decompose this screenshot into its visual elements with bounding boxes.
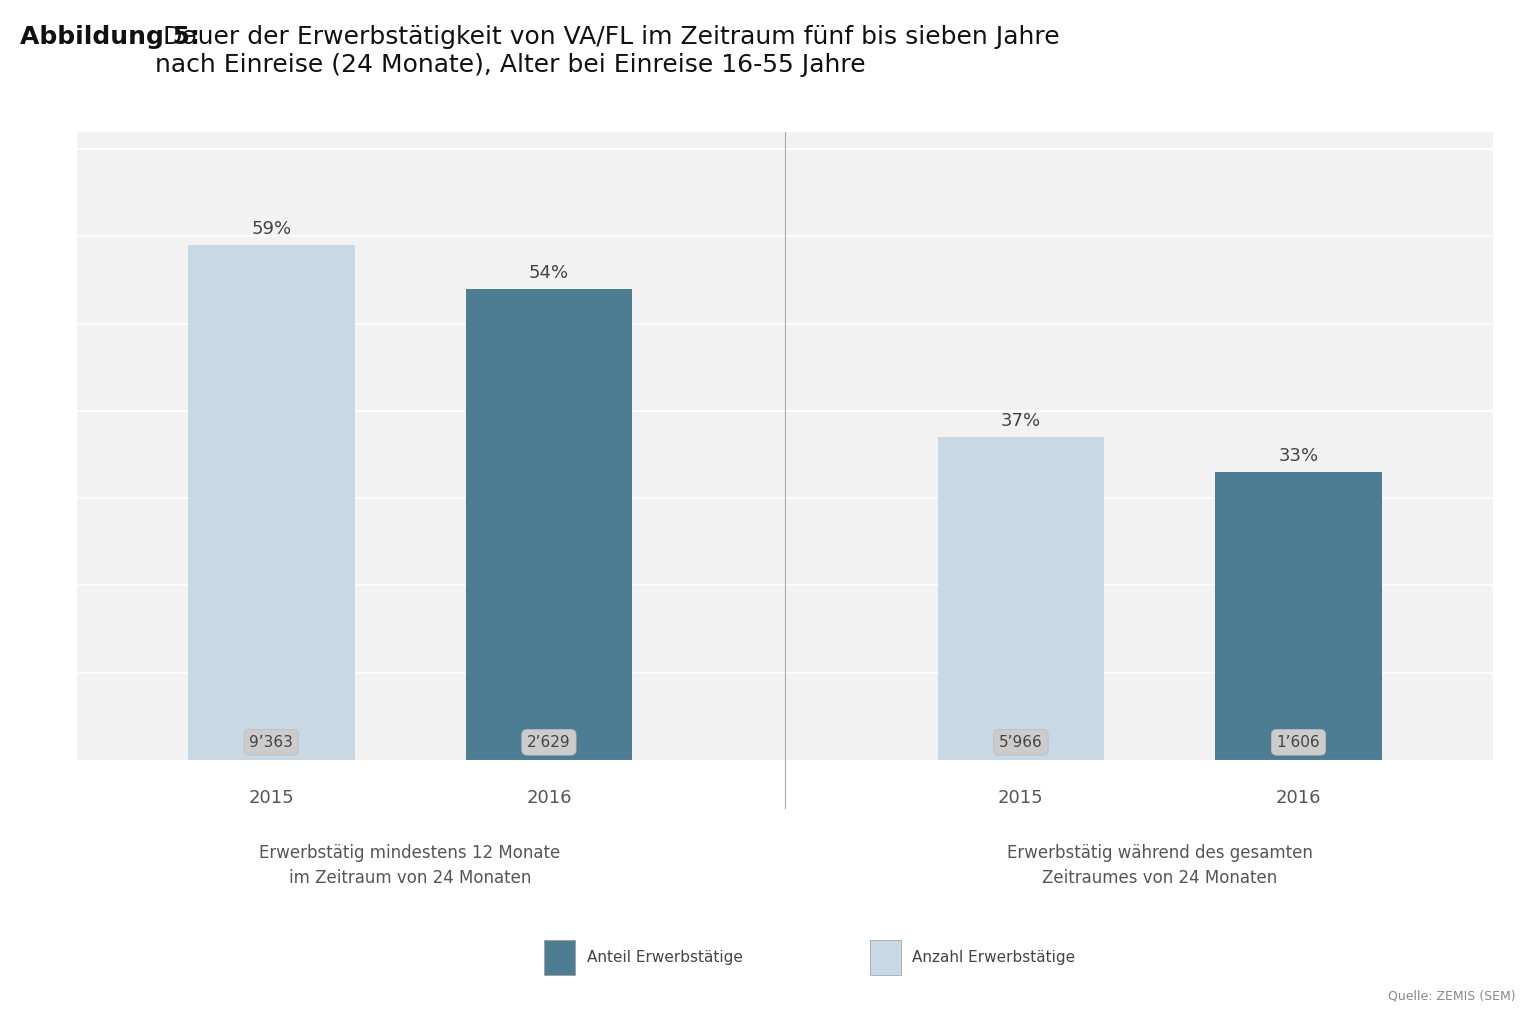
Text: 1’606: 1’606 (1277, 734, 1320, 750)
Text: 2015: 2015 (248, 789, 294, 807)
Text: Abbildung 5:: Abbildung 5: (20, 25, 200, 50)
Text: 37%: 37% (1000, 412, 1040, 431)
Bar (937, 437, 1103, 760)
FancyBboxPatch shape (870, 940, 900, 975)
Text: Anteil Erwerbstätige: Anteil Erwerbstätige (586, 950, 742, 964)
Text: 9’363: 9’363 (249, 734, 294, 750)
Text: 33%: 33% (1279, 447, 1319, 465)
Text: Dauer der Erwerbstätigkeit von VA/FL im Zeitraum fünf bis sieben Jahre
nach Einr: Dauer der Erwerbstätigkeit von VA/FL im … (155, 25, 1060, 77)
Text: Erwerbstätig während des gesamten
Zeitraumes von 24 Monaten: Erwerbstätig während des gesamten Zeitra… (1007, 844, 1313, 887)
Bar (188, 245, 354, 760)
Text: 5’966: 5’966 (999, 734, 1043, 750)
Text: Quelle: ZEMIS (SEM): Quelle: ZEMIS (SEM) (1388, 990, 1516, 1003)
Text: 2016: 2016 (526, 789, 571, 807)
Text: 2016: 2016 (1276, 789, 1322, 807)
Text: Anzahl Erwerbstätige: Anzahl Erwerbstätige (913, 950, 1076, 964)
Text: 2015: 2015 (999, 789, 1043, 807)
FancyBboxPatch shape (545, 940, 576, 975)
Text: 59%: 59% (251, 220, 291, 238)
Bar (466, 289, 633, 760)
Text: 54%: 54% (529, 263, 569, 282)
Bar (1216, 472, 1382, 760)
Text: Erwerbstätig mindestens 12 Monate
im Zeitraum von 24 Monaten: Erwerbstätig mindestens 12 Monate im Zei… (260, 844, 560, 887)
Text: 2’629: 2’629 (526, 734, 571, 750)
